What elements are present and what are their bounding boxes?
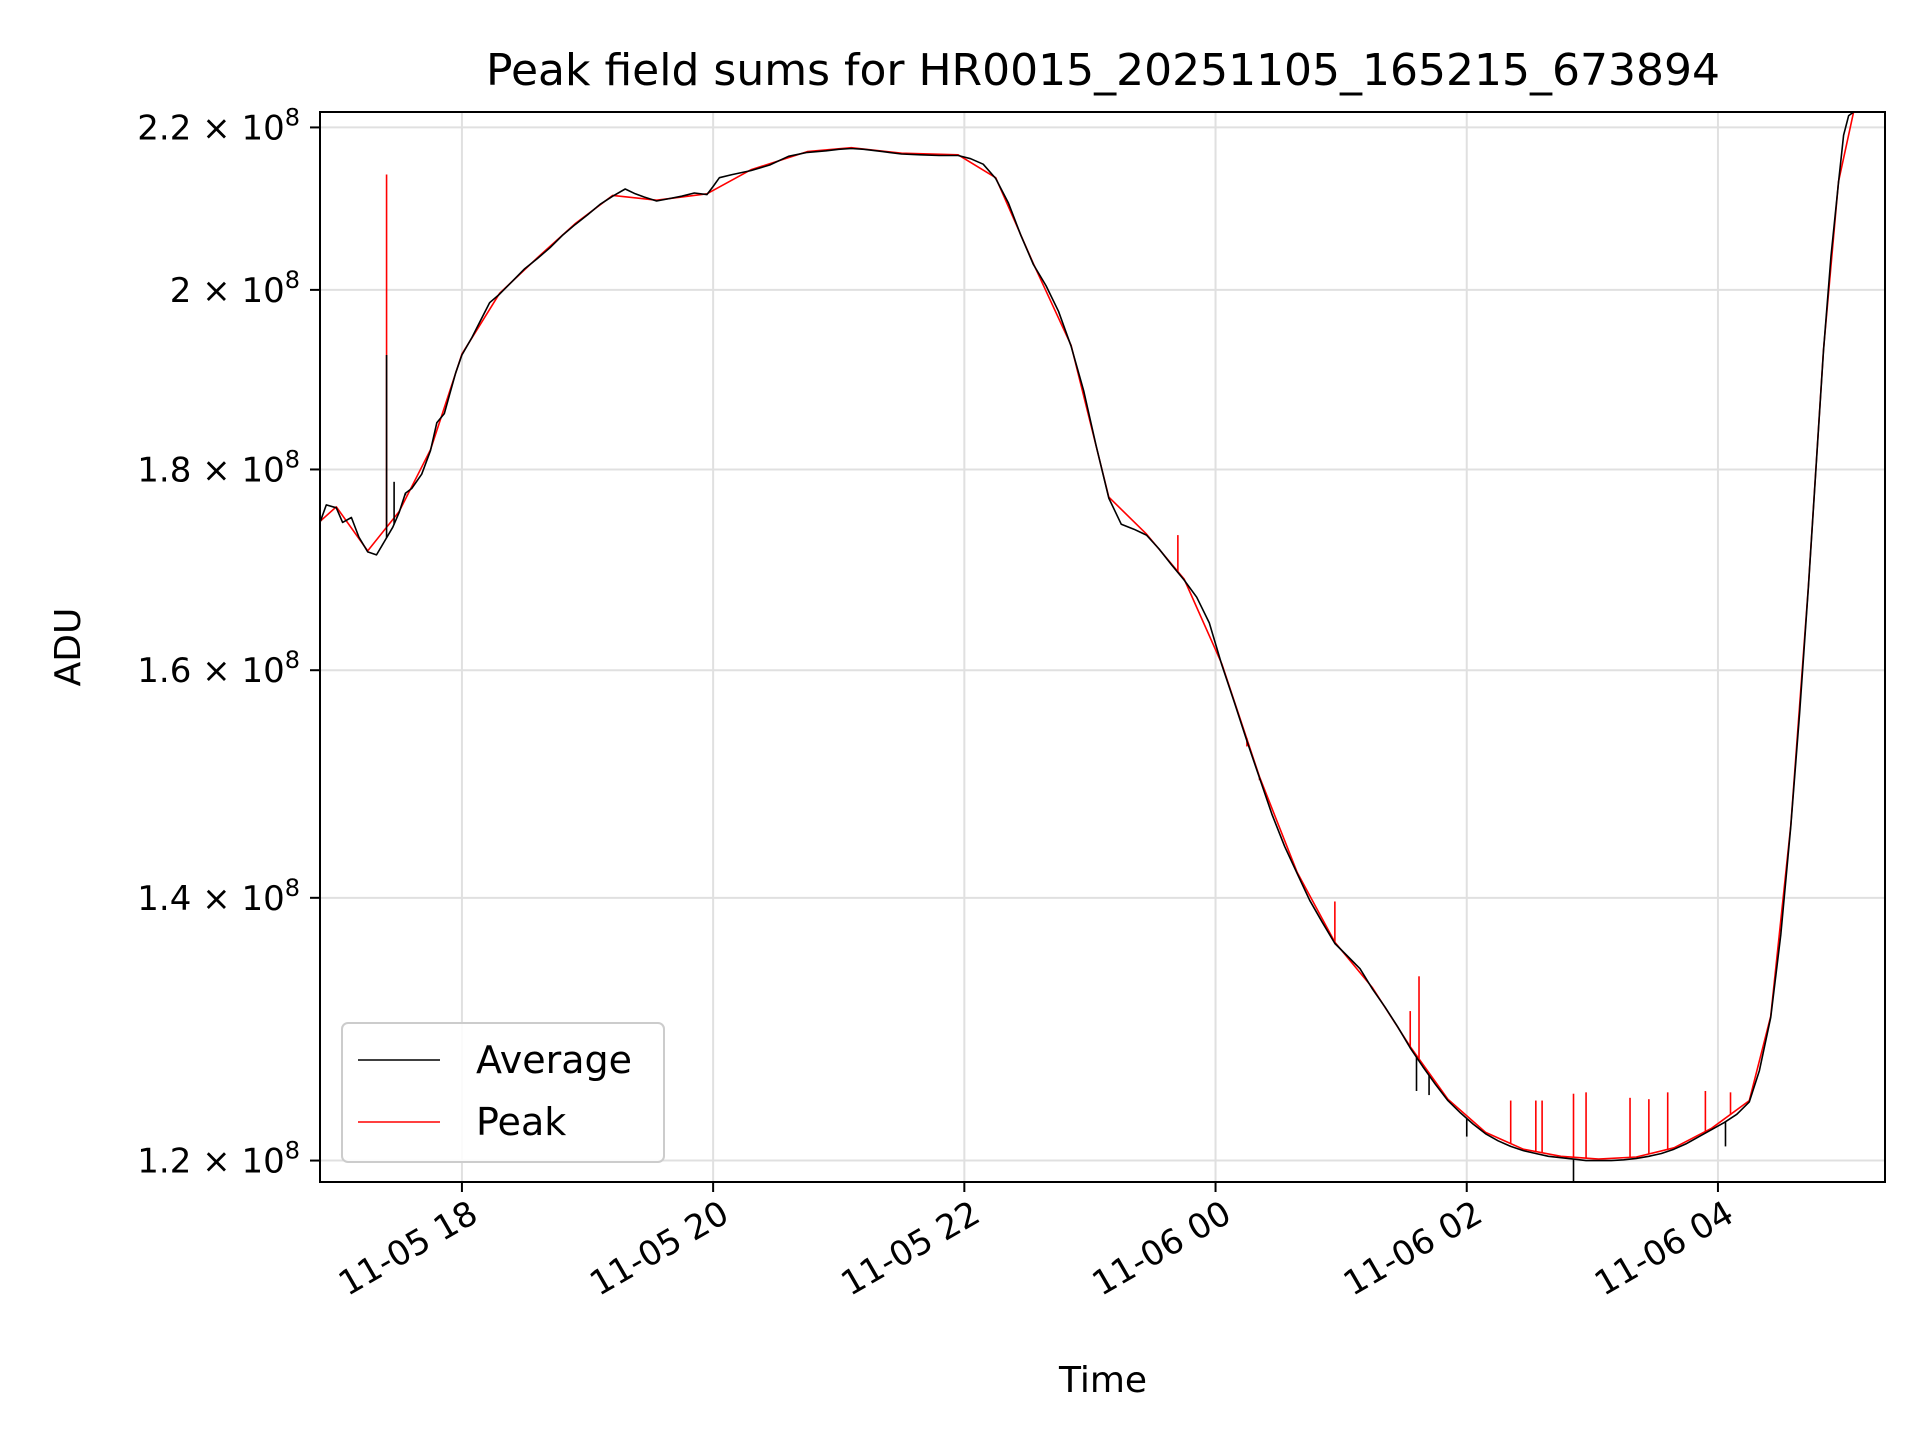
y-tick-label: 2 × 108 xyxy=(170,266,300,311)
series-line-average xyxy=(320,112,1855,1162)
y-axis-title: ADU xyxy=(48,608,89,687)
legend-label-average: Peak xyxy=(476,1100,566,1144)
legend-label-peak: Average xyxy=(476,1038,632,1082)
legend: Average Peak xyxy=(341,1022,665,1163)
y-tick-label: 1.4 × 108 xyxy=(137,874,300,919)
y-tick-label: 1.8 × 108 xyxy=(137,445,300,490)
chart-title: Peak field sums for HR0015_20251105_1652… xyxy=(486,45,1720,96)
y-tick-label: 1.2 × 108 xyxy=(137,1137,300,1182)
y-axis: 1.2 × 108 1.4 × 108 1.6 × 108 1.8 × 108 2 × … xyxy=(137,103,320,1182)
legend-box xyxy=(341,1022,665,1163)
y-tick-label: 1.6 × 108 xyxy=(137,646,300,691)
plot-area xyxy=(320,112,1855,1182)
series-layer xyxy=(320,112,1855,1182)
x-axis-title: Time xyxy=(1058,1360,1147,1401)
plot-frame xyxy=(319,111,1886,1183)
y-tick-label: 2.2 × 108 xyxy=(137,103,300,148)
